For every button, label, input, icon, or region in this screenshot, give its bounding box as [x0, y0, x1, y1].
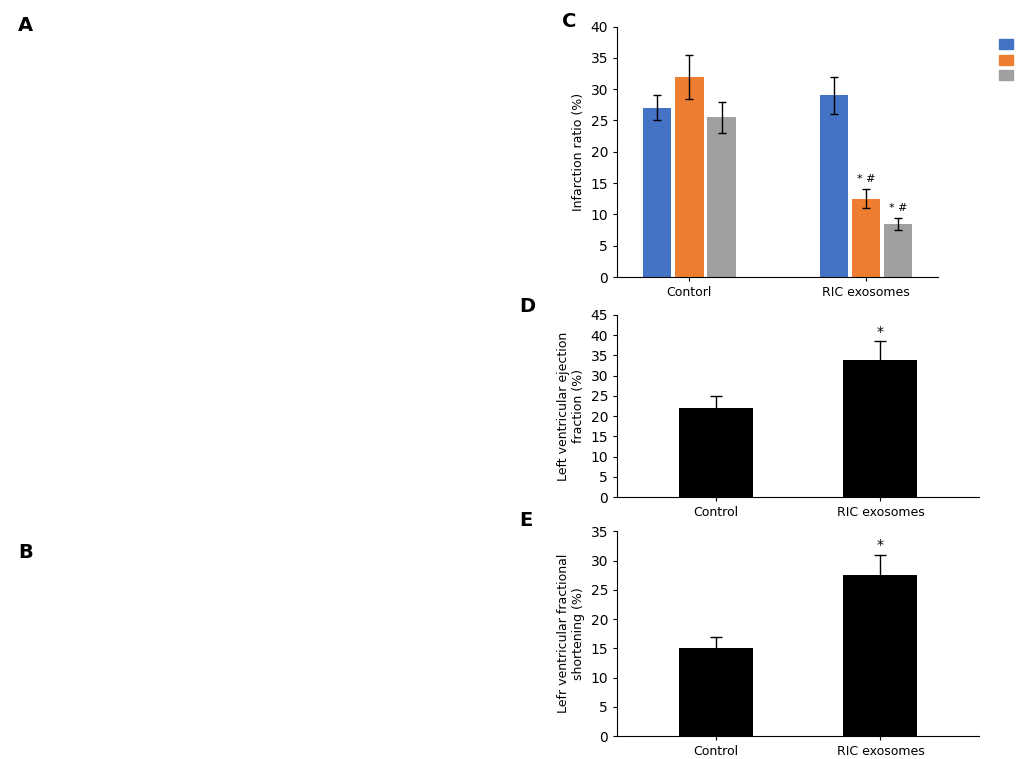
Text: E: E	[519, 511, 532, 530]
Bar	[851, 199, 879, 277]
Text: * #: * #	[889, 203, 907, 213]
Bar	[675, 77, 703, 277]
Text: D: D	[519, 297, 535, 316]
Y-axis label: Lefr ventricular fractional
shortening (%): Lefr ventricular fractional shortening (…	[556, 554, 584, 713]
Bar	[843, 575, 916, 736]
Text: C: C	[561, 11, 577, 30]
Text: B: B	[18, 543, 33, 562]
Legend: 7 days, 14 days, 28 days: 7 days, 14 days, 28 days	[996, 37, 1019, 83]
Text: *: *	[876, 538, 883, 552]
Bar	[643, 108, 671, 277]
Text: *: *	[876, 326, 883, 339]
Text: A: A	[18, 16, 33, 35]
Bar	[843, 360, 916, 497]
Bar	[679, 408, 752, 497]
Bar	[679, 648, 752, 736]
Bar	[883, 224, 911, 277]
Y-axis label: Infarction ratio (%): Infarction ratio (%)	[572, 93, 584, 211]
Y-axis label: Left ventricular ejection
fraction (%): Left ventricular ejection fraction (%)	[556, 332, 584, 480]
Text: * #: * #	[856, 175, 874, 184]
Bar	[819, 96, 847, 277]
Bar	[707, 118, 735, 277]
